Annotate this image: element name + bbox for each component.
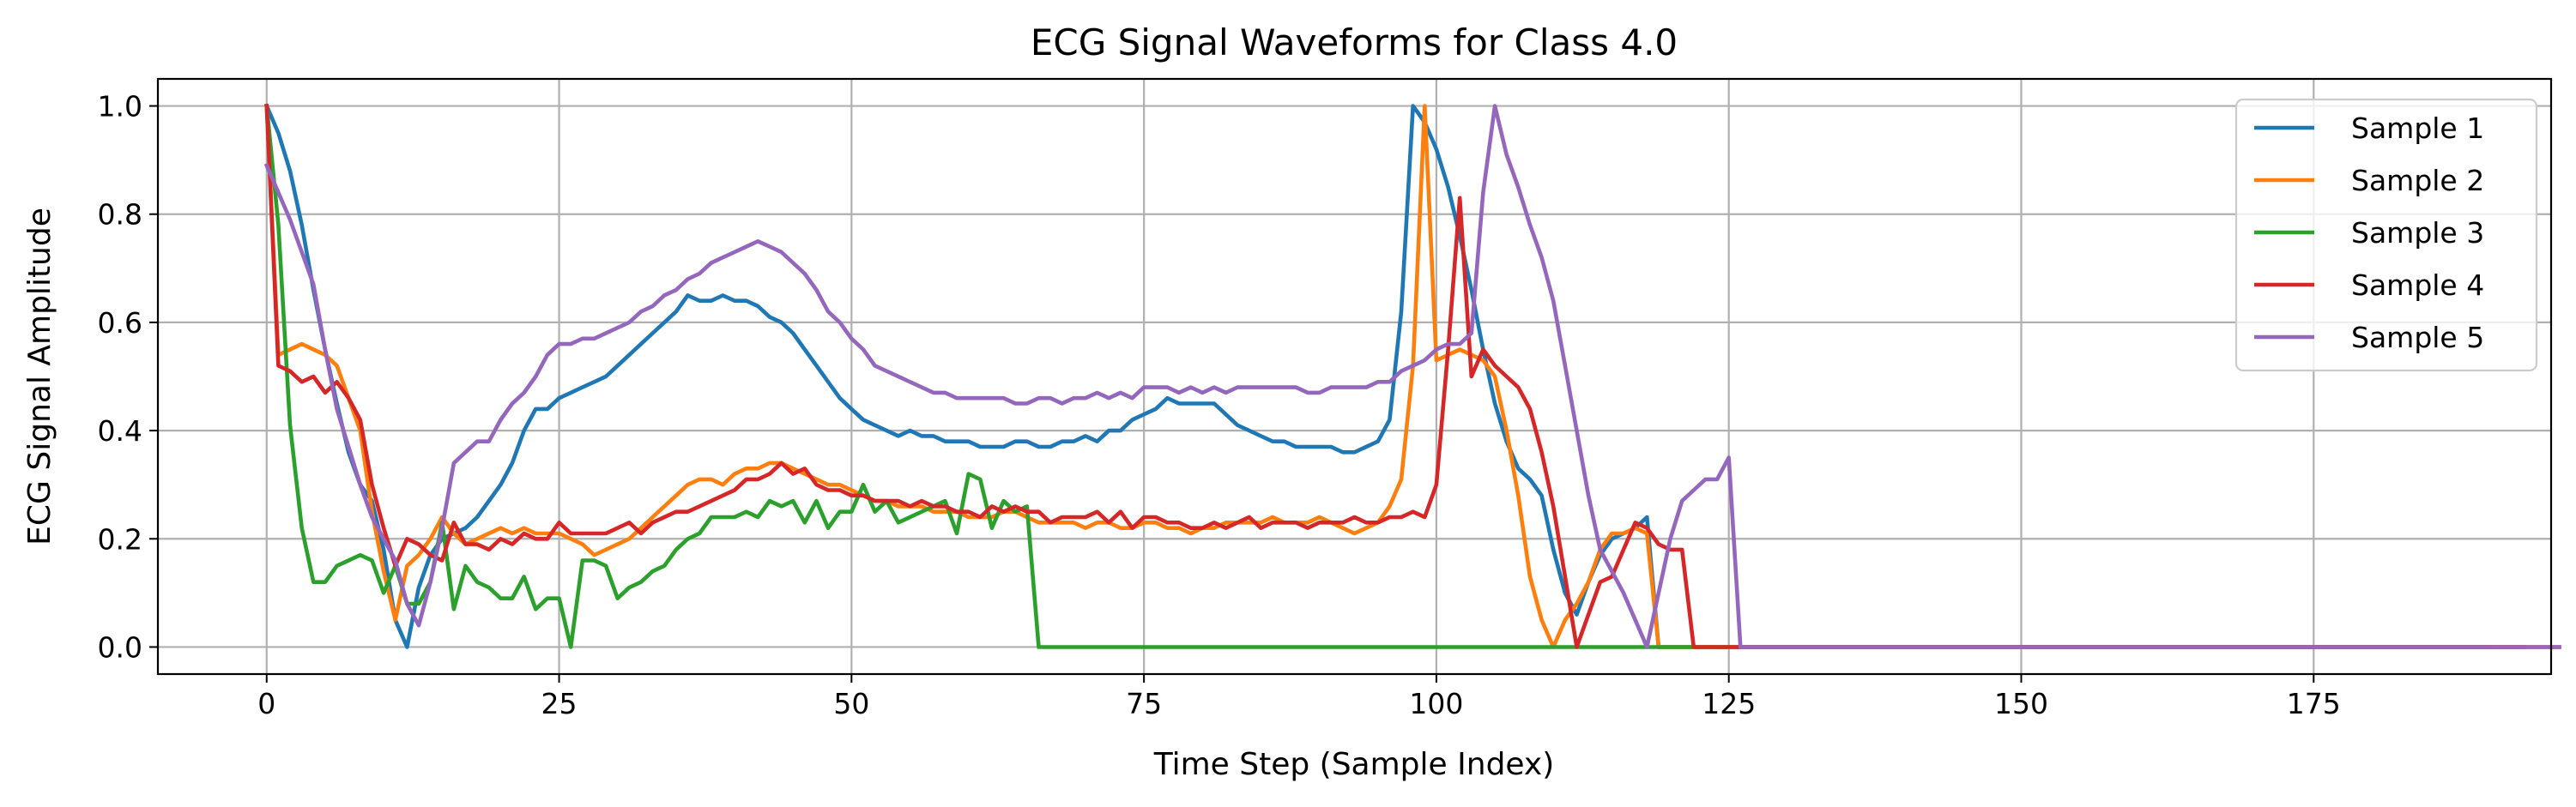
y-tick-label: 0.0 <box>98 630 142 664</box>
x-tick-label: 75 <box>1126 687 1162 720</box>
legend-box <box>2234 98 2538 372</box>
y-tick-label: 0.2 <box>98 522 142 556</box>
y-tick-label: 1.0 <box>98 90 142 123</box>
x-tick-label: 125 <box>1702 687 1756 720</box>
series-lines <box>263 103 2561 649</box>
x-tick-label: 50 <box>833 687 869 720</box>
legend-entries: Sample 1 Sample 2 Sample 3 Sample 4 Sample 5 <box>2254 111 2484 354</box>
x-tick-label: 175 <box>2287 687 2341 720</box>
y-tick-label: 0.4 <box>98 414 142 448</box>
chart-title: ECG Signal Waveforms for Class 4.0 <box>1031 21 1678 63</box>
x-tick-label: 25 <box>541 687 577 720</box>
y-axis-ticks: 0.0 0.2 0.4 0.6 0.8 1.0 <box>98 90 158 664</box>
legend-label: Sample 3 <box>2351 216 2484 250</box>
y-tick-label: 0.6 <box>98 306 142 340</box>
legend-label: Sample 4 <box>2351 268 2484 302</box>
legend-label: Sample 2 <box>2351 164 2484 197</box>
legend: Sample 1 Sample 2 Sample 3 Sample 4 Sample 5 <box>2234 98 2538 372</box>
grid-lines <box>158 79 2551 674</box>
series-line-sample-5 <box>263 104 2561 649</box>
plot-area-frame <box>156 77 2553 676</box>
y-axis-label: ECG Signal Amplitude <box>22 208 57 545</box>
x-tick-label: 150 <box>1994 687 2048 720</box>
x-tick-label: 100 <box>1409 687 1463 720</box>
x-axis-label: Time Step (Sample Index) <box>1153 747 1555 782</box>
x-axis-ticks: 0 25 50 75 100 125 150 175 <box>257 674 2341 720</box>
y-tick-label: 0.8 <box>98 198 142 232</box>
legend-label: Sample 1 <box>2351 111 2484 145</box>
x-tick-label: 0 <box>257 687 275 720</box>
legend-label: Sample 5 <box>2351 321 2484 354</box>
